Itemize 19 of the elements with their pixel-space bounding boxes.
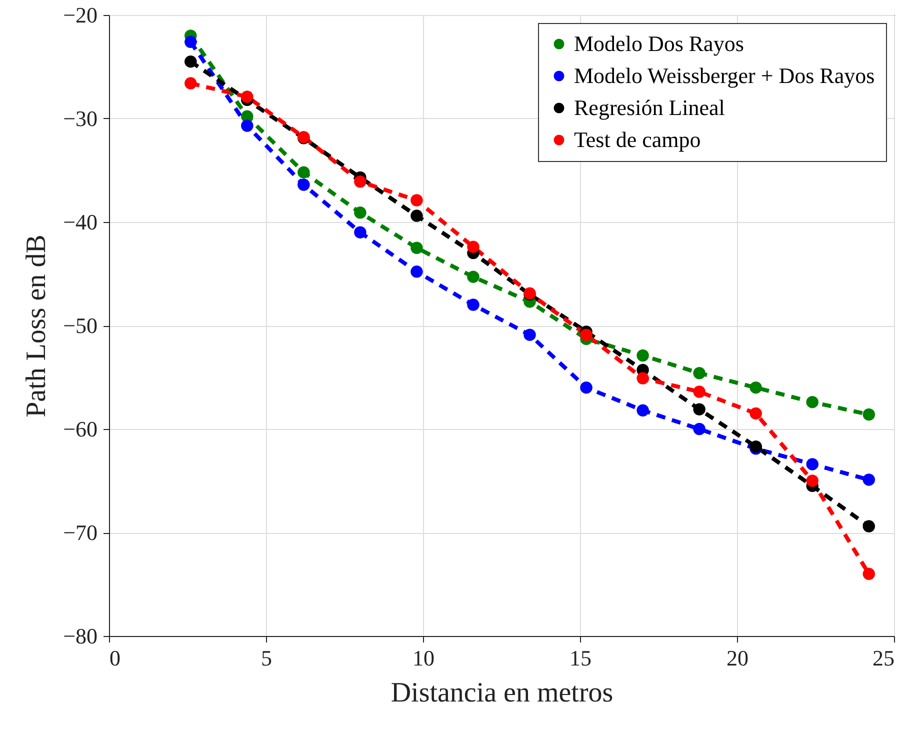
x-tick-label: 20 <box>726 646 748 670</box>
legend-label: Test de campo <box>574 127 701 152</box>
x-tick-label: 25 <box>872 646 894 670</box>
x-tick-label: 15 <box>570 646 592 670</box>
x-axis-title: Distancia en metros <box>390 678 614 708</box>
y-tick-label: −80 <box>63 624 98 648</box>
y-tick-label: −50 <box>63 313 98 338</box>
legend-label: Modelo Weissberger + Dos Rayos <box>574 63 875 88</box>
y-tick-label: −60 <box>63 416 98 442</box>
legend-label: Modelo Dos Rayos <box>574 31 744 56</box>
y-tick-label: −30 <box>63 106 98 131</box>
x-tick-label: 10 <box>412 646 434 670</box>
y-tick-label: −40 <box>63 210 98 234</box>
y-tick-label: −20 <box>63 2 98 28</box>
y-tick-label: −70 <box>63 520 98 545</box>
x-tick-label: 5 <box>261 646 272 670</box>
legend-label: Regresión Lineal <box>574 95 725 120</box>
y-axis-title: Path Loss en dB <box>21 234 52 418</box>
x-tick-label: 0 <box>110 646 120 670</box>
